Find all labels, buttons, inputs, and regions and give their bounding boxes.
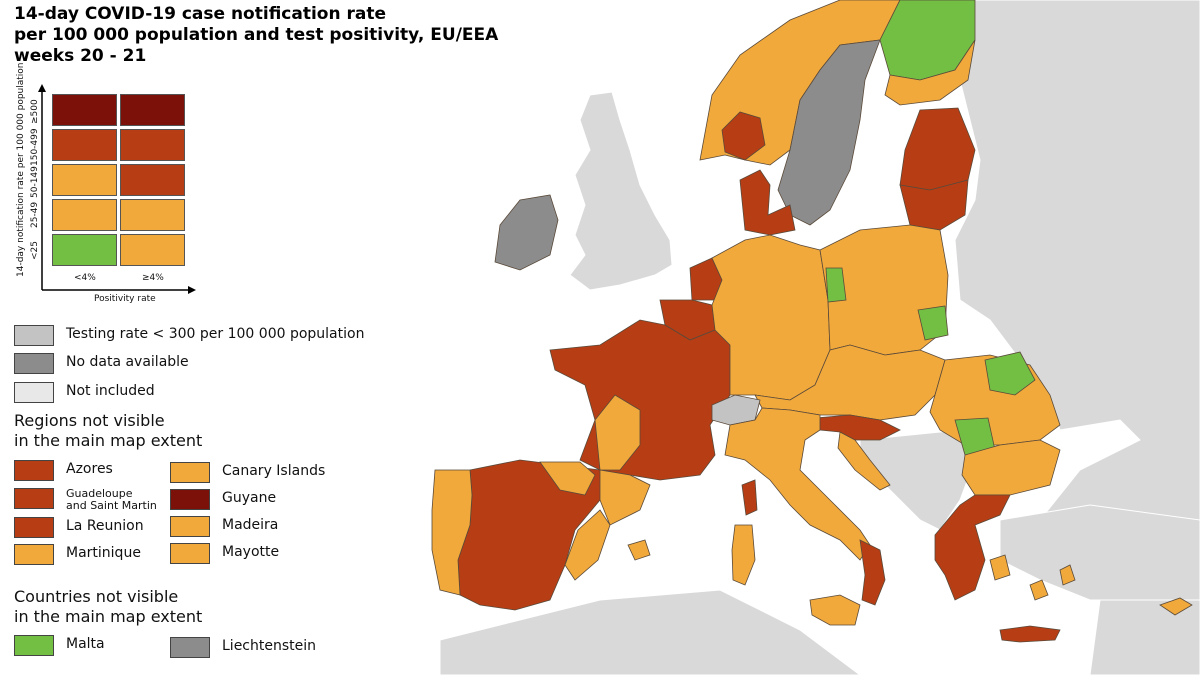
regions-heading-line-2: in the main map extent — [14, 431, 203, 450]
eu-regions — [431, 0, 1193, 643]
countries-heading-line-1: Countries not visible — [14, 587, 179, 606]
map-region-italy — [724, 407, 871, 561]
matrix-axes — [38, 84, 196, 294]
region-swatch — [14, 544, 54, 565]
matrix-cell-r2-c1 — [120, 164, 185, 196]
matrix-cell-r3-c1 — [120, 199, 185, 231]
no-data-swatch — [14, 353, 54, 374]
matrix-cell-r3-c0 — [52, 199, 117, 231]
map-region-estonia-latvia — [899, 107, 976, 191]
region-label: Canary Islands — [222, 463, 326, 479]
map-region-bulgaria — [961, 439, 1061, 496]
map-region-balearics — [627, 539, 651, 561]
region-swatch — [170, 462, 210, 483]
map-region-germany — [711, 234, 831, 401]
country-label: Malta — [66, 636, 105, 652]
matrix-cell-r2-c0 — [52, 164, 117, 196]
countries-heading: Countries not visible in the main map ex… — [14, 587, 254, 627]
map-region-poland — [819, 224, 949, 356]
region-label-line-2: and Saint Martin — [66, 499, 157, 512]
matrix-cell-r0-c1 — [120, 94, 185, 126]
region-label: Madeira — [222, 517, 279, 533]
matrix-x-label: ≥4% — [142, 273, 164, 283]
country-label: Liechtenstein — [222, 638, 317, 654]
matrix-cell-r1-c1 — [120, 129, 185, 161]
north-africa — [439, 589, 861, 675]
matrix-cell-r4-c0 — [52, 234, 117, 266]
map-region-portugal — [431, 469, 473, 596]
matrix-row-label: 50-149 — [30, 166, 40, 198]
region-swatch — [14, 460, 54, 481]
non-eu-land — [439, 0, 1200, 675]
matrix-row-label: ≥500 — [30, 99, 40, 124]
title-line-3: weeks 20 - 21 — [14, 46, 147, 66]
region-label: Guyane — [222, 490, 277, 506]
map-region-spain-catalonia — [599, 469, 651, 526]
region-label: Guadeloupe and Saint Martin — [66, 488, 157, 512]
map-region-corsica — [741, 479, 758, 516]
matrix-cell-r4-c1 — [120, 234, 185, 266]
region-label: Azores — [66, 461, 113, 477]
uk-landmass — [569, 91, 673, 291]
no-data-label: No data available — [66, 354, 189, 370]
matrix-row-label: 25-49 — [30, 201, 40, 228]
matrix-cell-r0-c0 — [52, 94, 117, 126]
map-region-ireland — [494, 194, 559, 271]
region-swatch — [170, 516, 210, 537]
map-region-greece-islands — [989, 554, 1076, 601]
country-swatch — [14, 635, 54, 656]
map-region-spain-east-coast — [564, 509, 611, 581]
matrix-x-axis-label: Positivity rate — [94, 294, 156, 304]
map-region-finland-south — [884, 39, 976, 106]
map-region-poland-green-west — [825, 267, 847, 303]
testing-label: Testing rate < 300 per 100 000 populatio… — [66, 326, 365, 342]
title-line-2: per 100 000 population and test positivi… — [14, 25, 499, 45]
map-region-sicily — [809, 594, 861, 626]
not-included-swatch — [14, 382, 54, 403]
map-region-poland-green-east — [917, 305, 949, 341]
map-region-france — [549, 319, 731, 481]
region-swatch — [170, 489, 210, 510]
map-region-greece — [934, 494, 1011, 601]
map-region-romania-green-north — [984, 351, 1036, 396]
map-region-slovenia-croatia-north — [814, 414, 901, 441]
map-region-croatia-coast — [837, 431, 891, 491]
region-swatch — [170, 543, 210, 564]
regions-heading: Regions not visible in the main map exte… — [14, 411, 254, 451]
matrix-cell-r1-c0 — [52, 129, 117, 161]
map-region-cyprus — [1159, 597, 1193, 616]
matrix-row-label: 150-499 — [30, 128, 40, 166]
map-title: 14-day COVID-19 case notification rate p… — [14, 4, 499, 67]
map-region-denmark — [739, 169, 796, 236]
region-label-line-1: Guadeloupe — [66, 487, 133, 500]
regions-heading-line-1: Regions not visible — [14, 411, 165, 430]
region-swatch — [14, 517, 54, 538]
region-label: La Reunion — [66, 518, 144, 534]
map-region-crete — [999, 625, 1061, 643]
matrix-x-label: <4% — [74, 273, 96, 283]
not-included-label: Not included — [66, 383, 155, 399]
region-label: Mayotte — [222, 544, 280, 560]
map-region-italy-south-red — [859, 539, 886, 606]
map-region-norway-south-red — [721, 111, 766, 161]
testing-swatch — [14, 325, 54, 346]
region-label: Martinique — [66, 545, 141, 561]
eastern-land — [954, 0, 1200, 675]
region-swatch — [14, 488, 54, 509]
map-region-spain-north — [539, 461, 596, 496]
matrix-row-label: <25 — [30, 241, 40, 260]
country-swatch — [170, 637, 210, 658]
title-line-1: 14-day COVID-19 case notification rate — [14, 4, 387, 24]
map-region-sardinia — [731, 524, 756, 586]
countries-heading-line-2: in the main map extent — [14, 607, 203, 626]
